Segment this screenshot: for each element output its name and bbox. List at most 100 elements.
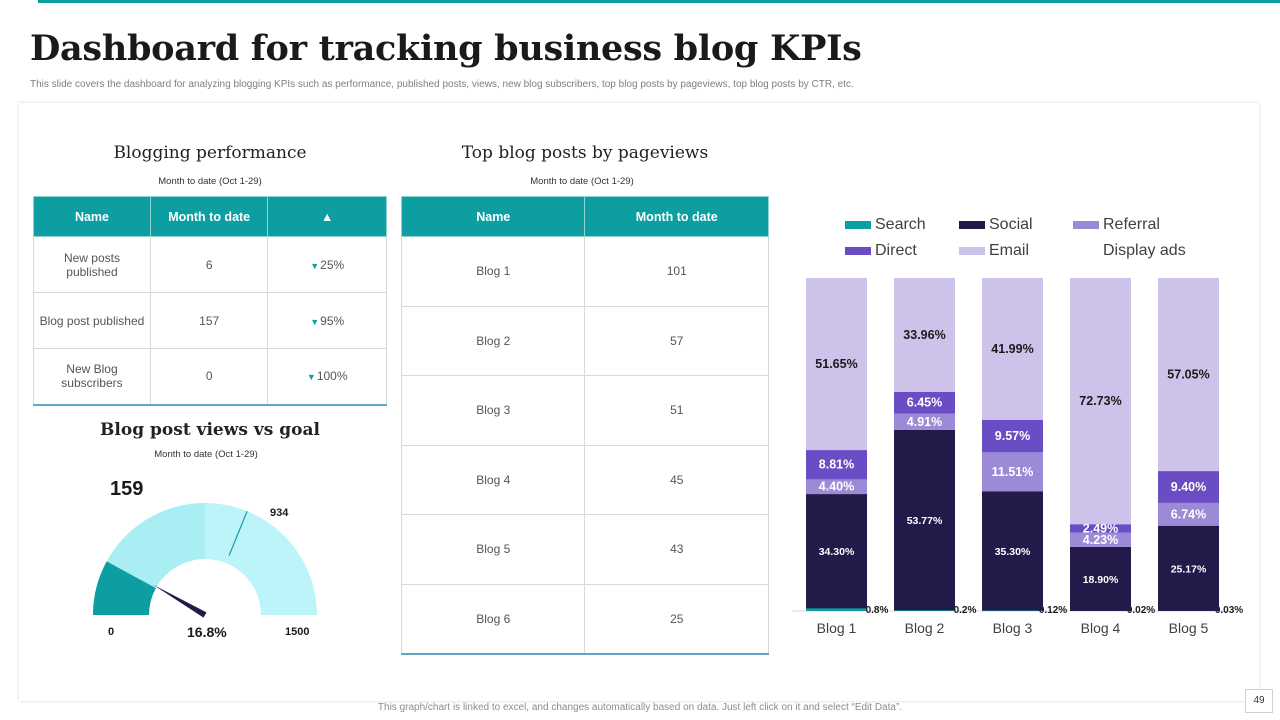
table-row: New Blog subscribers 0 ▼100%	[33, 348, 387, 405]
pageviews-row-name: Blog 4	[400, 444, 586, 515]
data-label: 41.99%	[991, 342, 1033, 356]
x-tick-label: Blog 5	[1169, 620, 1209, 636]
data-label: 0.2%	[954, 605, 977, 616]
legend-label: Display ads	[1103, 242, 1186, 259]
performance-row-change: ▼100%	[267, 348, 387, 405]
data-label: 4.91%	[907, 415, 942, 429]
data-label: 4.23%	[1083, 533, 1118, 547]
legend-label: Search	[875, 216, 926, 233]
pageviews-row-value: 57	[584, 305, 769, 376]
performance-row-name: New Blog subscribers	[33, 348, 151, 405]
performance-subtitle: Month to date (Oct 1-29)	[158, 176, 262, 187]
pageviews-row-name: Blog 6	[400, 583, 586, 654]
performance-row-change: ▼95%	[267, 292, 387, 349]
bar-segment-email	[1070, 278, 1131, 525]
performance-table: Name Month to date ▲ New posts published…	[33, 196, 387, 406]
data-label: 34.30%	[819, 546, 855, 558]
pageviews-row-value: 51	[584, 375, 769, 446]
data-label: 11.51%	[992, 465, 1034, 479]
pageviews-row-name: Blog 3	[400, 375, 586, 446]
data-label: 35.30%	[995, 546, 1031, 558]
gauge-title: Blog post views vs goal	[100, 420, 320, 440]
top-accent-line	[38, 0, 1280, 3]
gauge-value-band	[93, 561, 156, 615]
pageviews-col-name: Name	[400, 196, 586, 237]
data-label: 4.40%	[819, 480, 854, 494]
gauge-target-marker	[228, 510, 248, 556]
legend-swatch	[845, 221, 871, 229]
x-tick-label: Blog 2	[905, 620, 945, 636]
data-label: 33.96%	[903, 328, 945, 342]
data-label: 0.03%	[1215, 605, 1243, 616]
performance-col-mtd: Month to date	[149, 196, 269, 237]
performance-col-name: Name	[33, 196, 151, 237]
legend-swatch	[959, 247, 985, 255]
legend-label: Email	[989, 242, 1030, 259]
table-row: New posts published 6 ▼25%	[33, 236, 387, 293]
page-number: 49	[1245, 689, 1273, 713]
bar-segment-direct	[1070, 524, 1131, 533]
bar-segment-direct	[806, 450, 867, 480]
legend-item-direct: Direct	[845, 242, 917, 260]
data-label: 57.05%	[1167, 368, 1209, 382]
gauge-pointer	[153, 584, 207, 618]
performance-row-value: 0	[149, 348, 269, 405]
x-tick-label: Blog 4	[1081, 620, 1121, 636]
data-label: 2.49%	[1083, 521, 1118, 535]
data-label: 0.02%	[1127, 605, 1155, 616]
legend-label: Social	[989, 216, 1033, 233]
legend-item-social: Social	[959, 216, 1033, 234]
gauge-max-label: 1500	[285, 626, 309, 638]
pageviews-row-value: 43	[584, 514, 769, 585]
bar-segment-email	[982, 278, 1043, 420]
performance-title: Blogging performance	[113, 143, 307, 163]
gauge-target-label: 934	[270, 507, 289, 519]
data-label: 8.81%	[819, 458, 854, 472]
legend-swatch	[1073, 221, 1099, 229]
bar-segment-referral	[1070, 532, 1131, 547]
table-row: Blog 3 51	[400, 375, 769, 446]
gauge-band-upper	[205, 503, 317, 615]
bar-segment-search	[806, 608, 867, 611]
bar-segment-referral	[806, 479, 867, 495]
data-label: 9.57%	[995, 429, 1030, 443]
table-row: Blog 2 57	[400, 305, 769, 376]
performance-row-change: ▼25%	[267, 236, 387, 293]
change-value: 95%	[320, 313, 345, 328]
legend-item-search: Search	[845, 216, 926, 234]
bar-segment-direct	[1158, 471, 1219, 503]
data-label: 0.8%	[866, 605, 889, 616]
footer-note: This graph/chart is linked to excel, and…	[377, 702, 903, 713]
pageviews-row-name: Blog 5	[400, 514, 586, 585]
change-value: 25%	[320, 257, 345, 272]
legend-label: Referral	[1103, 216, 1160, 233]
data-label: 51.65%	[815, 357, 857, 371]
performance-row-value: 6	[149, 236, 269, 293]
legend-swatch	[1073, 247, 1099, 255]
gauge-value-label: 159	[110, 478, 143, 500]
bar-segment-email	[806, 278, 867, 451]
performance-row-name: Blog post published	[33, 292, 151, 349]
down-triangle-icon: ▼	[306, 372, 316, 383]
data-label: 9.40%	[1171, 480, 1206, 494]
x-tick-label: Blog 3	[993, 620, 1033, 636]
data-label: 0.12%	[1039, 605, 1067, 616]
pageviews-row-value: 25	[584, 583, 769, 654]
pageviews-subtitle: Month to date (Oct 1-29)	[530, 176, 634, 187]
bar-segment-referral	[1158, 502, 1219, 526]
bar-segment-direct	[982, 419, 1043, 453]
data-label: 18.90%	[1083, 574, 1119, 586]
legend-item-referral: Referral	[1073, 216, 1160, 234]
legend-item-display-ads: Display ads	[1073, 242, 1186, 260]
pageviews-row-value: 45	[584, 444, 769, 515]
page-title: Dashboard for tracking business blog KPI…	[30, 28, 862, 69]
bar-segment-referral	[894, 413, 955, 430]
legend-swatch	[845, 247, 871, 255]
bar-segment-social	[806, 494, 867, 609]
data-label: 6.45%	[907, 396, 942, 410]
pageviews-row-value: 101	[584, 236, 769, 307]
down-triangle-icon: ▼	[310, 316, 320, 327]
performance-row-name: New posts published	[33, 236, 151, 293]
bar-segment-email	[1158, 278, 1219, 472]
legend-swatch	[959, 221, 985, 229]
